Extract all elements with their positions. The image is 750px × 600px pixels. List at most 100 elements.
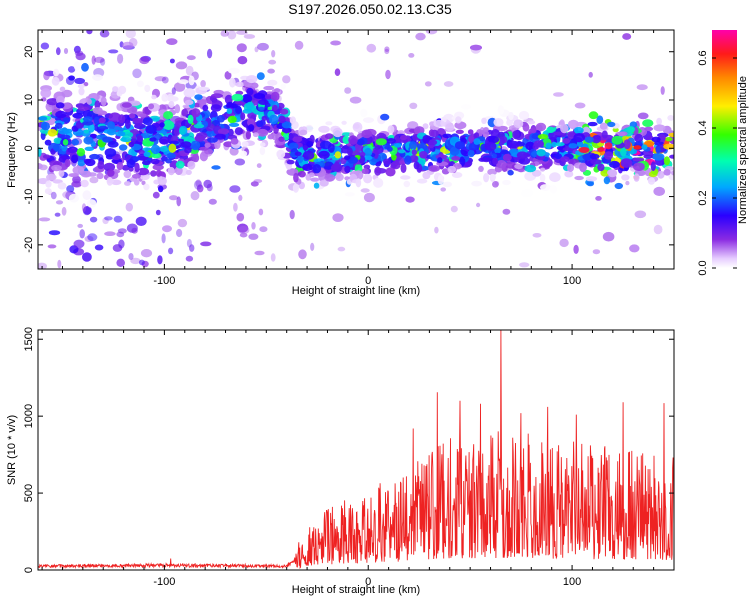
spectrogram-cell (518, 110, 530, 120)
spectrogram-cell (46, 98, 59, 106)
spectrogram-noise-cell (384, 46, 390, 52)
spectrogram-cell (168, 143, 177, 153)
spectrogram-cell (429, 121, 435, 127)
spectrogram-noise-cell (502, 208, 511, 215)
colorbar-title: Normalized spectral amplitude (737, 76, 749, 224)
spectrogram-cell (387, 146, 393, 152)
spectrogram-cell (267, 134, 274, 140)
spectrogram-cell (473, 138, 481, 145)
spectrogram-noise-cell (332, 213, 344, 223)
spectrogram-cell (106, 128, 117, 136)
spectrogram-cell (142, 160, 151, 166)
spectrogram-cell (507, 169, 514, 176)
spectrogram-noise-cell (169, 195, 178, 201)
spectrogram-cell (53, 137, 63, 144)
spectrogram-noise-cell (82, 206, 91, 216)
spectrogram-noise-cell (118, 239, 125, 249)
spectrogram-cell (363, 173, 373, 184)
spectrogram-cell (230, 104, 238, 109)
spectrogram-noise-cell (243, 34, 256, 39)
spectrogram-cell (310, 177, 320, 182)
spectrogram-noise-cell (193, 180, 203, 190)
spectrogram-cell (549, 185, 557, 194)
spectrogram-y-tick-label: 10 (23, 94, 35, 106)
spectrogram-noise-cell (233, 202, 238, 212)
spectrogram-noise-cell (349, 96, 362, 104)
spectrogram-cell (270, 91, 280, 102)
spectrogram-cell (568, 143, 578, 149)
spectrogram-cell (562, 138, 571, 144)
spectrogram-cell (487, 168, 497, 176)
spectrogram-cell (560, 123, 569, 134)
snr-y-tick-label: 500 (23, 484, 35, 502)
spectrogram-noise-cell (207, 48, 213, 59)
spectrogram-x-tick-label: 100 (563, 275, 581, 287)
spectrogram-cell (298, 170, 306, 178)
spectrogram-cell (150, 158, 160, 165)
spectrogram-cell (655, 146, 661, 154)
spectrogram-cell (51, 76, 60, 86)
spectrogram-noise-cell (132, 68, 142, 79)
spectrogram-cell (38, 116, 48, 121)
spectrogram-cell (403, 180, 411, 188)
spectrogram-cell (128, 141, 135, 148)
spectrogram-cell (126, 158, 136, 168)
spectrogram-noise-cell (161, 76, 169, 84)
spectrogram-cell (416, 178, 428, 184)
spectrogram-cell (159, 136, 170, 145)
spectrogram-cell (601, 130, 608, 139)
snr-x-tick-label: 100 (563, 576, 581, 588)
spectrogram-cell (492, 157, 498, 165)
spectrogram-cell (199, 146, 209, 151)
spectrogram-noise-cell (238, 226, 250, 235)
spectrogram-cell (144, 84, 151, 93)
spectrogram-cell (226, 108, 233, 115)
spectrogram-noise-cell (83, 82, 89, 87)
spectrogram-cell (299, 129, 308, 136)
spectrogram-cell (113, 126, 121, 131)
spectrogram-cell (522, 123, 530, 132)
spectrogram-noise-cell (185, 65, 194, 76)
spectrogram-cell (608, 160, 620, 169)
spectrogram-cell (449, 146, 460, 156)
spectrogram-cell (136, 80, 144, 88)
spectrogram-cell (246, 87, 254, 96)
spectrogram-noise-cell (61, 206, 67, 216)
snr-y-axis-title: SNR (10 * v/v) (6, 415, 18, 485)
spectrogram-cell (185, 169, 192, 175)
spectrogram-noise-cell (334, 68, 341, 76)
spectrogram-noise-cell (185, 255, 194, 262)
spectrogram-cell (650, 161, 656, 172)
spectrogram-cell (256, 128, 269, 137)
spectrogram-noise-cell (55, 200, 64, 205)
spectrogram-cell (72, 112, 84, 119)
spectrogram-cell (506, 119, 513, 126)
spectrogram-noise-cell (63, 48, 69, 54)
spectrogram-noise-cell (268, 59, 277, 65)
spectrogram-cell (179, 127, 186, 135)
spectrogram-noise-cell (94, 56, 105, 64)
spectrogram-cell (162, 120, 175, 130)
spectrogram-cell (132, 156, 141, 161)
spectrogram-noise-cell (169, 58, 175, 64)
spectrogram-cell (554, 153, 562, 160)
spectrogram-noise-cell (637, 112, 649, 120)
spectrogram-cell (167, 167, 175, 176)
spectrogram-cell (256, 120, 264, 128)
spectrogram-noise-cell (573, 244, 579, 254)
spectrogram-noise-cell (125, 30, 136, 39)
spectrogram-noise-cell (83, 205, 92, 215)
snr-x-tick-label: -100 (153, 576, 175, 588)
spectrogram-cell (86, 98, 92, 105)
spectrogram-cell (267, 79, 278, 86)
spectrogram-noise-cell (629, 244, 640, 253)
spectrogram-noise-cell (190, 191, 200, 201)
spectrogram-noise-cell (99, 30, 110, 38)
spectrogram-cell (175, 160, 185, 169)
spectrogram-noise-cell (434, 226, 439, 234)
spectrogram-noise-cell (113, 215, 123, 223)
spectrogram-marks (38, 30, 674, 269)
spectrogram-noise-cell (82, 252, 92, 262)
spectrogram-noise-cell (176, 228, 183, 238)
spectrogram-cell (149, 137, 157, 142)
